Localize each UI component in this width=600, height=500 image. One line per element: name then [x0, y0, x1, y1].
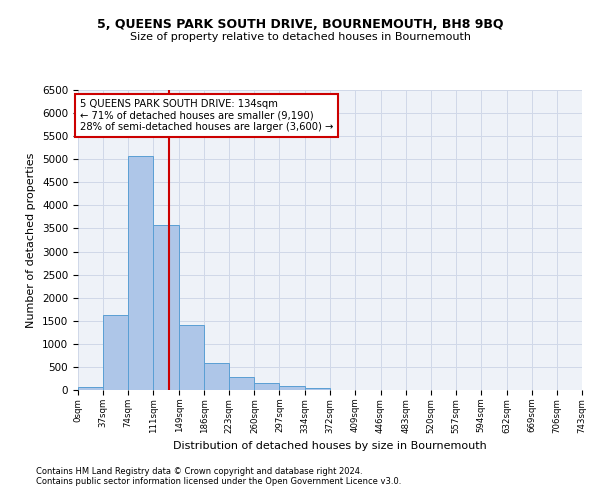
Bar — [103, 315, 128, 390]
Bar — [153, 225, 179, 390]
Text: Contains HM Land Registry data © Crown copyright and database right 2024.: Contains HM Land Registry data © Crown c… — [36, 467, 362, 476]
X-axis label: Distribution of detached houses by size in Bournemouth: Distribution of detached houses by size … — [173, 441, 487, 451]
Text: Contains public sector information licensed under the Open Government Licence v3: Contains public sector information licen… — [36, 477, 401, 486]
Bar — [280, 386, 305, 390]
Y-axis label: Number of detached properties: Number of detached properties — [26, 152, 37, 328]
Bar — [179, 326, 204, 390]
Text: Size of property relative to detached houses in Bournemouth: Size of property relative to detached ho… — [130, 32, 470, 42]
Text: 5, QUEENS PARK SOUTH DRIVE, BOURNEMOUTH, BH8 9BQ: 5, QUEENS PARK SOUTH DRIVE, BOURNEMOUTH,… — [97, 18, 503, 30]
Bar — [78, 386, 103, 390]
Bar — [305, 388, 331, 390]
Bar — [128, 156, 153, 390]
Bar — [229, 377, 254, 390]
Bar — [254, 383, 280, 390]
Text: 5 QUEENS PARK SOUTH DRIVE: 134sqm
← 71% of detached houses are smaller (9,190)
2: 5 QUEENS PARK SOUTH DRIVE: 134sqm ← 71% … — [80, 99, 334, 132]
Bar — [204, 364, 229, 390]
